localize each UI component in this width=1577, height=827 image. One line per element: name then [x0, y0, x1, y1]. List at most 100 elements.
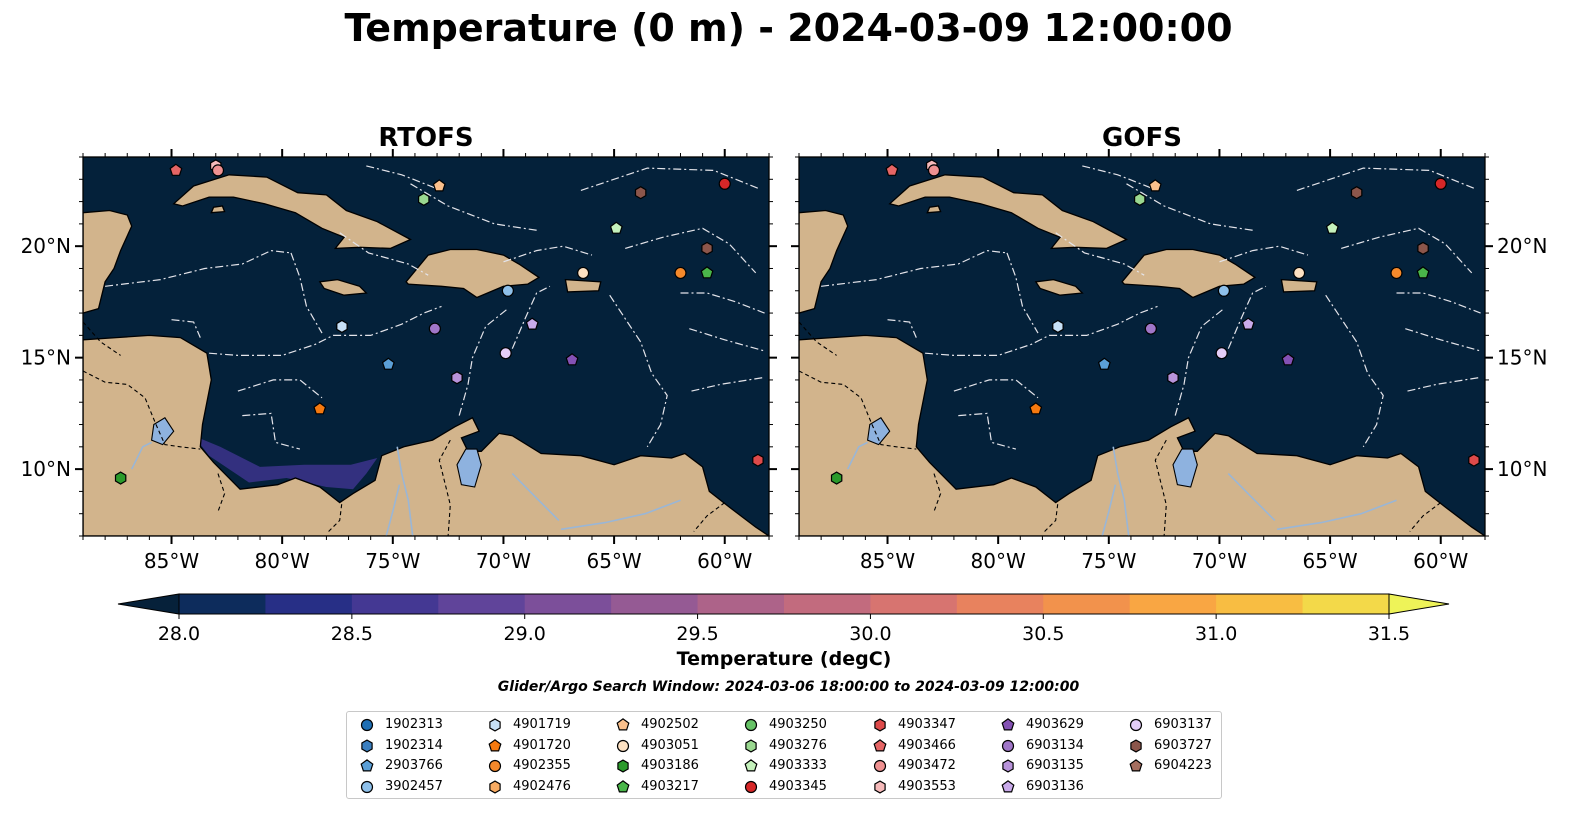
eez-boundary: [925, 305, 1158, 356]
land-mass: [83, 209, 133, 314]
float-marker-2903766: [381, 357, 395, 370]
legend-marker: [361, 738, 373, 753]
lon-tick-label: 75°W: [1081, 549, 1136, 573]
legend-label: 4903333: [769, 758, 827, 773]
float-marker-4903345: [718, 177, 731, 190]
hexagon-icon: [874, 718, 886, 732]
legend-marker: [489, 779, 501, 794]
legend-marker: [744, 759, 758, 772]
circle-icon: [616, 739, 630, 752]
float-marker-4903629: [565, 353, 579, 366]
river: [385, 484, 401, 536]
pentagon-icon: [744, 759, 758, 772]
colorbar-tick-label: 30.5: [1022, 623, 1064, 645]
float-marker-3902457: [501, 284, 514, 297]
legend-marker: [873, 738, 887, 751]
lon-tick-label: 60°W: [697, 549, 752, 573]
legend-label: 4903186: [641, 758, 699, 773]
float-marker-4903466: [885, 163, 899, 176]
float-marker-4903051: [1293, 266, 1306, 280]
eez-boundary: [1174, 308, 1225, 416]
circle-icon: [360, 718, 374, 732]
land-mass: [926, 205, 942, 214]
pentagon-icon: [1129, 759, 1143, 772]
hexagon-icon: [1130, 738, 1142, 753]
float-marker-4903333: [1325, 221, 1339, 234]
legend-marker: [616, 779, 630, 792]
eez-boundary: [458, 308, 509, 416]
country-border: [83, 321, 121, 356]
circle-icon: [488, 759, 502, 773]
legend-label: 3902457: [385, 778, 443, 794]
legend-marker: [489, 718, 501, 732]
lon-tick-label: 85°W: [144, 549, 199, 573]
eez-boundary: [1325, 294, 1384, 448]
float-marker-4903629: [1281, 353, 1295, 366]
float-marker-4901720: [1029, 402, 1043, 415]
river: [560, 499, 681, 531]
float-marker-6903727: [1350, 186, 1363, 200]
float-marker-4903276: [1133, 192, 1146, 206]
colorbar-tick-label: 30.0: [849, 623, 891, 645]
legend-marker: [360, 718, 374, 732]
circle-icon: [744, 780, 758, 793]
legend-label: 6903136: [1026, 778, 1084, 794]
land-mass: [564, 278, 602, 293]
eez-boundary: [366, 165, 442, 191]
eez-boundary: [511, 285, 551, 349]
land-mass: [799, 209, 849, 314]
float-marker-6903727: [701, 241, 713, 255]
circle-icon: [1001, 739, 1015, 752]
country-border: [217, 473, 226, 512]
float-marker-3902457: [1217, 284, 1230, 297]
legend-marker: [617, 759, 629, 773]
circle-icon: [1129, 718, 1143, 732]
lon-tick-label: 80°W: [971, 549, 1026, 573]
float-marker-6903135: [1167, 371, 1179, 385]
pentagon-icon: [360, 759, 374, 772]
legend-label: 4903250: [769, 717, 827, 732]
legend-marker: [488, 738, 502, 751]
float-marker-6903134: [1144, 322, 1157, 335]
eez-boundary: [1082, 165, 1158, 191]
lat-tick-label: 20°N: [1497, 234, 1547, 258]
river: [846, 441, 868, 470]
float-marker-4901719: [336, 319, 348, 334]
pentagon-icon: [873, 738, 887, 751]
legend-marker: [745, 738, 757, 753]
legend-label: 4902502: [641, 717, 699, 732]
float-marker-4902502: [1148, 179, 1162, 192]
country-border: [1154, 439, 1167, 536]
float-marker-4901719: [1052, 319, 1064, 334]
eez-boundary: [953, 379, 1039, 399]
legend-label: 4903553: [898, 778, 956, 794]
map-frame: [798, 156, 1486, 537]
legend-label: 4903347: [898, 717, 956, 732]
river: [1101, 484, 1117, 536]
country-border: [693, 502, 726, 532]
hexagon-icon: [617, 759, 629, 773]
legend-label: 4901719: [513, 717, 571, 732]
country-border: [799, 321, 837, 356]
hexagon-icon: [489, 779, 501, 794]
warm-water-darien: [193, 435, 378, 490]
float-marker-6903137: [499, 347, 512, 360]
legend-label: 4902355: [513, 758, 571, 773]
lake: [456, 448, 482, 488]
pentagon-icon: [1001, 718, 1015, 731]
legend-label: 4903345: [769, 778, 827, 794]
land-mass: [172, 174, 412, 250]
figure-title: Temperature (0 m) - 2024-03-09 12:00:00: [344, 6, 1233, 50]
country-border: [799, 370, 917, 450]
float-marker-6903136: [525, 317, 539, 330]
colorbar-segment: [1216, 594, 1304, 614]
eez-boundary: [609, 294, 668, 448]
legend-label: 4903051: [641, 737, 699, 753]
colorbar-segment: [265, 594, 353, 614]
legend-marker: [1001, 718, 1015, 731]
eez-boundary: [689, 328, 765, 352]
map-panel-rtofs: RTOFS 85°W 80°W 75°W 70°W 65°W 60°W 20°N 15°N 10°…: [21, 123, 777, 573]
legend-marker: [873, 759, 887, 773]
legend-label: 4903629: [1026, 717, 1084, 732]
land-mass: [210, 205, 226, 214]
